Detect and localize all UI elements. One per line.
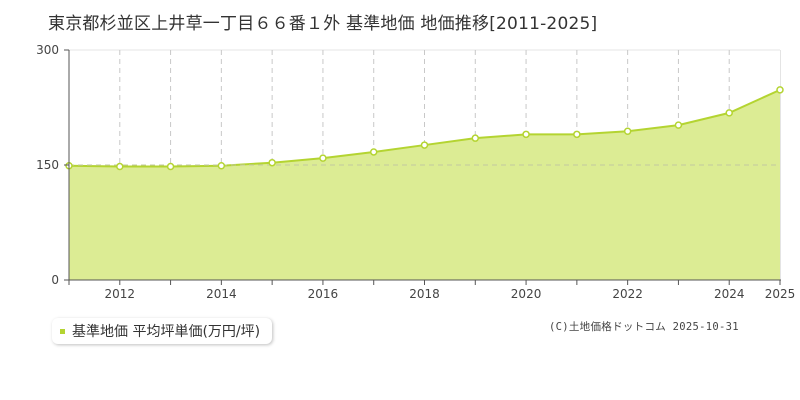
svg-text:0: 0 — [51, 273, 59, 287]
legend-label: 基準地価 平均坪単価(万円/坪) — [72, 324, 261, 340]
y-axis-ticks: 0 150 300 — [36, 43, 69, 287]
svg-text:2012: 2012 — [105, 287, 136, 301]
x-axis-ticks: 2012 2014 2016 2018 2020 2022 2024 2025 — [68, 280, 796, 301]
svg-text:2014: 2014 — [206, 287, 237, 301]
svg-text:2024: 2024 — [714, 287, 745, 301]
svg-text:2018: 2018 — [409, 287, 440, 301]
svg-text:300: 300 — [36, 43, 59, 57]
legend: 基準地価 平均坪単価(万円/坪) — [52, 318, 273, 344]
legend-swatch-icon — [60, 328, 65, 334]
copyright-credit: (C)土地価格ドットコム 2025-10-31 — [549, 321, 739, 333]
svg-text:150: 150 — [36, 158, 59, 172]
svg-text:2016: 2016 — [308, 287, 339, 301]
svg-text:2020: 2020 — [511, 287, 542, 301]
svg-text:2025: 2025 — [765, 287, 796, 301]
chart-title: 東京都杉並区上井草一丁目６６番１外 基準地価 地価推移[2011-2025] — [48, 14, 598, 34]
data-points — [65, 86, 784, 171]
svg-text:2022: 2022 — [612, 287, 643, 301]
area-fill — [69, 89, 780, 280]
